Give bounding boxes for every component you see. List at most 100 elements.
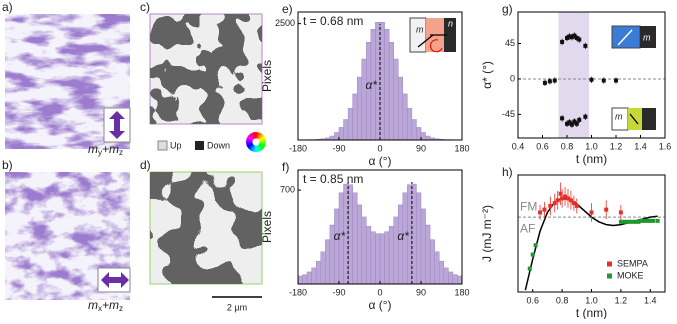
point (575, 122, 579, 126)
annotation: FM (520, 199, 537, 213)
y-axis-label: Pixels (260, 60, 274, 92)
bar (325, 240, 330, 284)
x-tick-label: 1.0 (585, 295, 598, 305)
point (560, 40, 564, 44)
bar (444, 268, 449, 284)
bar (330, 136, 335, 140)
color-wheel (246, 132, 268, 154)
x-tick-label: -180 (289, 287, 307, 297)
bar (353, 193, 358, 284)
bar (439, 261, 444, 284)
bar (394, 217, 399, 284)
panel-label: b) (2, 158, 13, 172)
inset-label: m (416, 24, 424, 34)
panel-label: g) (502, 2, 513, 16)
bar (421, 209, 426, 284)
point (583, 115, 587, 119)
y-axis-label: α* (°) (480, 61, 494, 89)
point (590, 78, 594, 82)
bar (321, 252, 326, 284)
bar (416, 127, 421, 140)
legend-swatch (158, 141, 167, 150)
bar (426, 136, 431, 140)
bar (380, 22, 385, 140)
panel-label: f) (282, 160, 289, 174)
point (553, 79, 557, 83)
x-axis-label: t (nm) (576, 152, 607, 166)
bar (362, 217, 367, 284)
bar (398, 205, 403, 284)
bar (416, 193, 421, 284)
bar (389, 226, 394, 284)
caption: my+mz (88, 142, 123, 157)
bar (362, 59, 367, 140)
inset-label: m (643, 32, 651, 42)
x-axis-label: t (nm) (576, 306, 607, 319)
bar (312, 268, 317, 284)
bar (398, 77, 403, 140)
x-tick-label: 1.0 (585, 141, 598, 151)
y-tick-label: 45 (505, 38, 515, 48)
x-tick-label: -90 (332, 143, 345, 153)
point (619, 210, 623, 214)
bar (389, 42, 394, 140)
bar (357, 205, 362, 284)
reference-label: α* (365, 78, 377, 92)
x-tick-label: 1.2 (610, 141, 623, 151)
bar (366, 226, 371, 284)
legend-label: MOKE (617, 270, 644, 280)
bar (344, 120, 349, 140)
y-axis-label: Pixels (260, 211, 274, 243)
legend-label: SEMPA (617, 258, 648, 268)
x-tick-label: 0.6 (536, 141, 549, 151)
inset-g: m m (612, 26, 656, 130)
bar (426, 225, 431, 284)
point (614, 79, 618, 83)
point (577, 38, 581, 42)
bar (435, 252, 440, 284)
legend-label: Down (207, 140, 230, 150)
y-tick-label: 700 (280, 184, 295, 194)
legend-swatch (195, 141, 204, 150)
point (543, 81, 547, 85)
bar (421, 133, 426, 140)
x-tick-label: 180 (454, 287, 469, 297)
point (583, 44, 587, 48)
panel-label: a) (2, 0, 13, 14)
x-tick-label: 180 (454, 143, 469, 153)
reference-label: α* (334, 229, 346, 243)
x-axis-label: α (°) (368, 154, 391, 168)
x-tick-label: -180 (289, 143, 307, 153)
x-tick-label: 90 (416, 287, 426, 297)
point (531, 253, 535, 257)
bar (380, 234, 385, 284)
x-tick-label: 0 (377, 287, 382, 297)
caption: mx+mz (88, 298, 123, 313)
reference-label: α* (397, 229, 409, 243)
bar (334, 209, 339, 284)
bar (371, 232, 376, 284)
point (538, 210, 542, 214)
x-tick-label: 0.8 (556, 295, 569, 305)
x-tick-label: 0.4 (512, 141, 525, 151)
bar (348, 108, 353, 140)
inset-label: n (448, 18, 453, 28)
bar (448, 272, 453, 284)
panel-label: e) (282, 2, 293, 16)
legend-swatch (607, 262, 612, 267)
point (575, 204, 579, 208)
image-c-domains (150, 14, 262, 124)
y-tick-label: 0 (510, 73, 515, 83)
x-tick-label: 0 (377, 143, 382, 153)
bar (348, 185, 353, 284)
bar (385, 232, 390, 284)
bar (334, 133, 339, 140)
point (656, 219, 660, 223)
x-tick-label: -90 (332, 287, 345, 297)
bar (457, 276, 462, 284)
chart-title: t = 0.85 nm (303, 172, 363, 186)
annotation: AF (520, 221, 535, 235)
bar (353, 94, 358, 140)
point (548, 204, 552, 208)
